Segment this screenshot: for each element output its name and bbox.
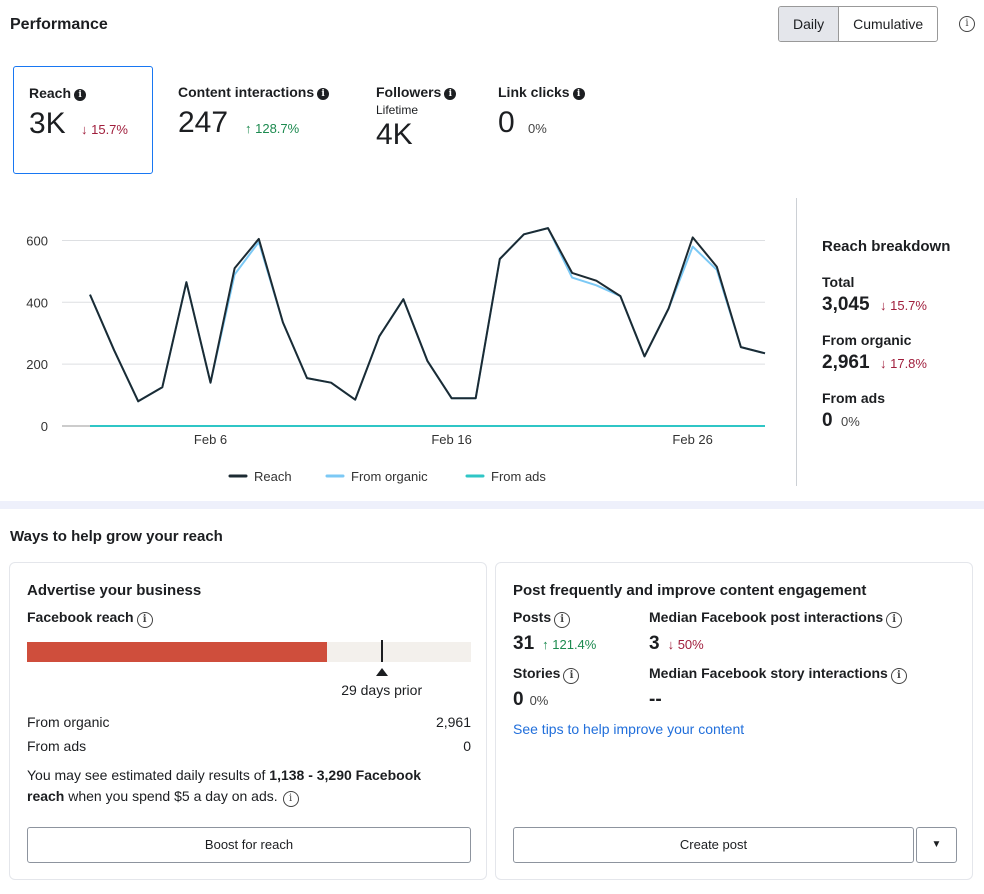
metric-label: Reach: [29, 85, 72, 101]
metric-tab-content-interactions[interactable]: Content interactions i 247 ↑ 128.7%: [178, 84, 348, 164]
stat-value: 0: [513, 689, 524, 710]
divider: [796, 198, 797, 486]
metric-change: ↓ 15.7%: [81, 122, 128, 137]
info-icon[interactable]: i: [959, 16, 975, 32]
marker-triangle-icon: [376, 668, 389, 676]
stat-label: Posts: [513, 609, 552, 625]
x-tick-label: Feb 26: [672, 432, 712, 447]
info-icon[interactable]: i: [282, 791, 299, 807]
stat-label: Median Facebook story interactions: [649, 665, 888, 681]
breakdown-value-ads: 0: [822, 410, 833, 431]
info-icon[interactable]: i: [563, 668, 580, 684]
metric-value: 4K: [376, 118, 413, 151]
post-frequently-card: Post frequently and improve content enga…: [495, 562, 973, 880]
info-icon: i: [444, 88, 457, 100]
legend-label: From ads: [491, 469, 546, 484]
metric-value: 0: [498, 106, 515, 139]
create-post-button[interactable]: Create post: [513, 827, 914, 863]
stat-change: ↓ 50%: [667, 637, 704, 652]
legend-label: Reach: [254, 469, 292, 484]
section-separator: [0, 501, 984, 509]
y-tick-label: 400: [26, 295, 48, 310]
marker-label: 29 days prior: [341, 682, 423, 698]
breakdown-label-total: Total: [822, 274, 855, 290]
reach-bar-track: 29 days prior: [27, 640, 471, 698]
stat-label: Median Facebook post interactions: [649, 609, 884, 625]
reach-breakdown: Reach breakdown Total 3,045 ↓ 15.7% From…: [822, 238, 950, 432]
info-icon[interactable]: i: [554, 612, 571, 628]
advertise-row: From organic 2,961: [27, 714, 471, 730]
info-icon[interactable]: i: [886, 612, 903, 628]
stat-value: 3: [649, 633, 660, 654]
tips-link[interactable]: See tips to help improve your content: [513, 721, 745, 737]
metric-value: 247: [178, 106, 229, 139]
page-title: Performance: [10, 16, 108, 33]
reach-bar-fill: [27, 642, 327, 662]
info-icon: i: [317, 88, 330, 100]
metric-tab-followers[interactable]: Followers i Lifetime 4K: [376, 84, 486, 164]
metric-tab-reach[interactable]: Reach i 3K ↓ 15.7%: [13, 66, 153, 174]
breakdown-label-ads: From ads: [822, 390, 886, 406]
stat-change: 0%: [529, 693, 549, 708]
stat-change: ↑ 121.4%: [542, 637, 597, 652]
metric-tab-link-clicks[interactable]: Link clicks i 0 0%: [498, 84, 608, 164]
y-tick-label: 600: [26, 233, 48, 248]
metric-label: Followers: [376, 84, 442, 100]
card-title: Post frequently and improve content enga…: [513, 582, 867, 599]
reach-label: Facebook reach: [27, 609, 134, 625]
info-icon: i: [74, 89, 87, 101]
info-icon[interactable]: i: [136, 612, 153, 628]
view-toggle: Daily Cumulative: [778, 6, 939, 42]
breakdown-title: Reach breakdown: [822, 238, 951, 255]
breakdown-change: 0%: [841, 414, 860, 429]
advertise-row: From ads 0: [27, 738, 471, 754]
advertise-card: Advertise your business Facebook reach i …: [9, 562, 487, 880]
metric-label: Link clicks: [498, 84, 570, 100]
metric-sublabel: Lifetime: [376, 103, 419, 117]
series-line-from-organic: [89, 227, 766, 403]
info-icon: i: [572, 88, 585, 100]
stat-value: --: [649, 689, 662, 710]
y-tick-label: 200: [26, 357, 48, 372]
metric-change: 0%: [528, 121, 547, 136]
boost-for-reach-button[interactable]: Boost for reach: [27, 827, 471, 863]
card-title: Advertise your business: [27, 582, 202, 599]
breakdown-change: ↓ 15.7%: [880, 298, 927, 313]
y-tick-label: 0: [41, 419, 48, 434]
series-line-reach: [89, 227, 766, 403]
stat-value: 31: [513, 633, 535, 654]
estimate-note: You may see estimated daily results of 1…: [27, 765, 467, 807]
stat-label: Stories: [513, 665, 561, 681]
marker-line: [381, 640, 384, 662]
metric-change: ↑ 128.7%: [245, 121, 300, 136]
toggle-cumulative[interactable]: Cumulative: [853, 16, 924, 32]
x-tick-label: Feb 6: [194, 432, 227, 447]
toggle-daily[interactable]: Daily: [779, 7, 840, 41]
breakdown-change: ↓ 17.8%: [880, 356, 927, 371]
breakdown-value-organic: 2,961: [822, 352, 870, 373]
breakdown-label-organic: From organic: [822, 332, 912, 348]
x-tick-label: Feb 16: [431, 432, 471, 447]
legend-label: From organic: [351, 469, 428, 484]
breakdown-value-total: 3,045: [822, 294, 870, 315]
info-icon[interactable]: i: [890, 668, 907, 684]
metric-value: 3K: [29, 107, 66, 140]
section-title: Ways to help grow your reach: [10, 528, 223, 545]
reach-line-chart: 0 200 400 600 Feb 6 Feb 16 Feb 26 Reach From o…: [26, 227, 766, 484]
metric-label: Content interactions: [178, 84, 315, 100]
chevron-down-icon[interactable]: ▼: [916, 827, 957, 863]
